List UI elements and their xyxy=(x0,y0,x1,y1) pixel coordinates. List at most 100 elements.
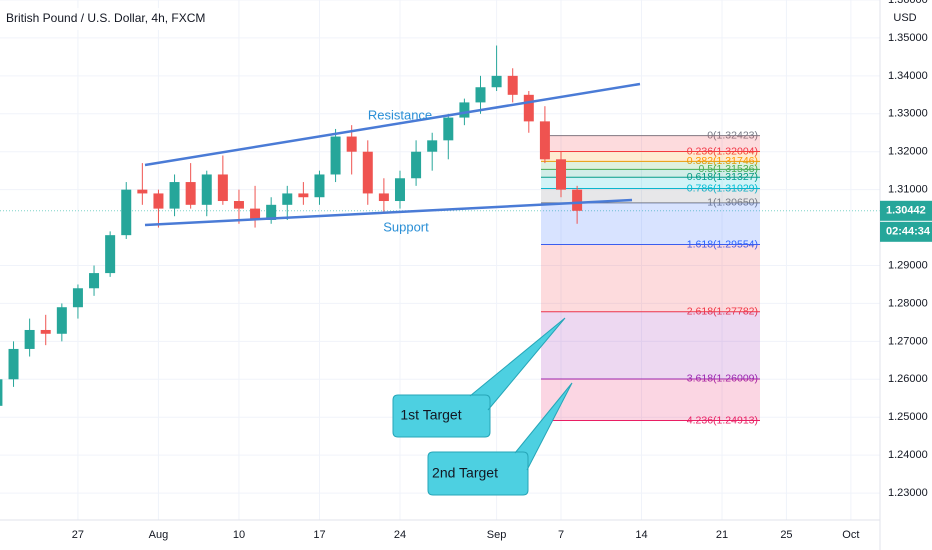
fib-label: 1(1.30650) xyxy=(707,197,758,209)
fib-band xyxy=(541,169,760,178)
candle-body xyxy=(507,75,518,95)
fib-label: 0.618(1.31327) xyxy=(687,171,758,183)
candle-body xyxy=(24,329,35,349)
candle-body xyxy=(0,379,3,406)
candle-body xyxy=(330,136,341,175)
candle-body xyxy=(282,193,293,205)
last-price-label: 1.30442 xyxy=(886,205,926,217)
candle-body xyxy=(153,193,164,209)
x-tick-label: 21 xyxy=(716,529,728,541)
y-tick-label: 1.29000 xyxy=(888,259,928,271)
candle-body xyxy=(556,159,567,190)
candle-body xyxy=(169,182,180,209)
fib-band xyxy=(541,244,760,312)
fib-label: 0.236(1.32004) xyxy=(687,145,758,157)
candle-body xyxy=(266,204,277,220)
y-tick-label: 1.32000 xyxy=(888,146,928,158)
candle-body xyxy=(443,117,454,141)
fib-band xyxy=(541,177,760,189)
candle-body xyxy=(40,329,51,334)
resistance-label: Resistance xyxy=(368,107,432,122)
candle-body xyxy=(185,182,196,205)
candle-body xyxy=(298,193,309,198)
candles xyxy=(0,45,583,406)
countdown-label: 02:44:34 xyxy=(886,226,931,238)
x-tick-label: Sep xyxy=(487,529,507,541)
fib-label: 2.618(1.27782) xyxy=(687,305,758,317)
candle-body xyxy=(394,178,405,202)
candle-body xyxy=(72,288,83,308)
fib-label: 0(1.32423) xyxy=(707,129,758,141)
currency-label: USD xyxy=(893,12,916,24)
candle-body xyxy=(89,273,100,289)
candle-body xyxy=(411,151,422,179)
y-tick-label: 1.24000 xyxy=(888,449,928,461)
y-tick-label: 1.26000 xyxy=(888,373,928,385)
x-tick-label: 7 xyxy=(558,529,564,541)
support-line xyxy=(144,198,633,227)
callout-1-text: 1st Target xyxy=(400,407,461,423)
candle-body xyxy=(362,151,373,194)
x-tick-label: Oct xyxy=(842,529,859,541)
candle-body xyxy=(475,87,486,103)
x-tick-label: 24 xyxy=(394,529,406,541)
y-tick-label: 1.23000 xyxy=(888,487,928,499)
candle-body xyxy=(56,307,67,334)
fib-band xyxy=(541,161,760,170)
fibonacci: 0(1.32423)0.236(1.32004)0.382(1.31746)0.… xyxy=(541,129,760,426)
x-tick-label: 25 xyxy=(780,529,792,541)
fib-band xyxy=(541,378,760,421)
countdown-badge xyxy=(880,221,932,242)
callout-2-text: 2nd Target xyxy=(432,465,498,481)
x-tick-label: 14 xyxy=(635,529,647,541)
chart-title: British Pound / U.S. Dollar, 4h, FXCM xyxy=(6,11,205,25)
fib-label: 0.382(1.31746) xyxy=(687,155,758,167)
x-tick-label: 27 xyxy=(72,529,84,541)
last-price-badge xyxy=(880,200,932,221)
fib-band xyxy=(541,151,760,162)
candle-body xyxy=(105,235,116,274)
y-tick-label: 1.27000 xyxy=(888,335,928,347)
y-tick-label: 1.33000 xyxy=(888,108,928,120)
candle-body xyxy=(217,174,228,202)
fib-label: 4.236(1.24913) xyxy=(687,414,758,426)
candle-body xyxy=(250,208,261,220)
candle-body xyxy=(378,193,389,202)
candle-body xyxy=(427,140,438,152)
candle-body xyxy=(137,189,148,194)
fib-label: 0.786(1.31029) xyxy=(687,182,758,194)
candle-body xyxy=(459,102,470,118)
candle-body xyxy=(523,94,534,122)
fib-label: 3.618(1.26009) xyxy=(687,373,758,385)
candle-body xyxy=(539,121,550,160)
resistance-line xyxy=(144,82,641,167)
callout-1 xyxy=(392,317,566,438)
y-tick-label: 1.31000 xyxy=(888,184,928,196)
x-tick-label: 10 xyxy=(233,529,245,541)
y-tick-label: 1.35000 xyxy=(888,32,928,44)
y-tick-label: 1.25000 xyxy=(888,411,928,423)
candle-body xyxy=(233,201,244,209)
title-bg xyxy=(0,8,186,30)
candle-body xyxy=(121,189,132,236)
x-tick-label: 17 xyxy=(313,529,325,541)
x-tick-label: Aug xyxy=(149,529,169,541)
y-tick-label: 1.28000 xyxy=(888,297,928,309)
support-label: Support xyxy=(383,219,429,234)
candle-body xyxy=(314,174,325,198)
fib-label: 0.5(1.31536) xyxy=(698,163,758,175)
axes: 1.36000 1.35000 1.34000 1.33000 1.32000 1.310… xyxy=(72,0,932,541)
candle-body xyxy=(346,136,357,152)
candle-body xyxy=(201,174,212,205)
candle-body xyxy=(491,75,502,88)
candle-body xyxy=(8,348,19,380)
candle-body xyxy=(572,189,583,211)
fib-band xyxy=(541,188,760,203)
y-tick-label: 1.36000 xyxy=(888,0,928,6)
fib-band xyxy=(541,311,760,379)
fib-band xyxy=(541,135,760,152)
callout-2 xyxy=(427,382,573,496)
fib-label: 1.618(1.29554) xyxy=(687,238,758,250)
y-tick-label: 1.34000 xyxy=(888,70,928,82)
